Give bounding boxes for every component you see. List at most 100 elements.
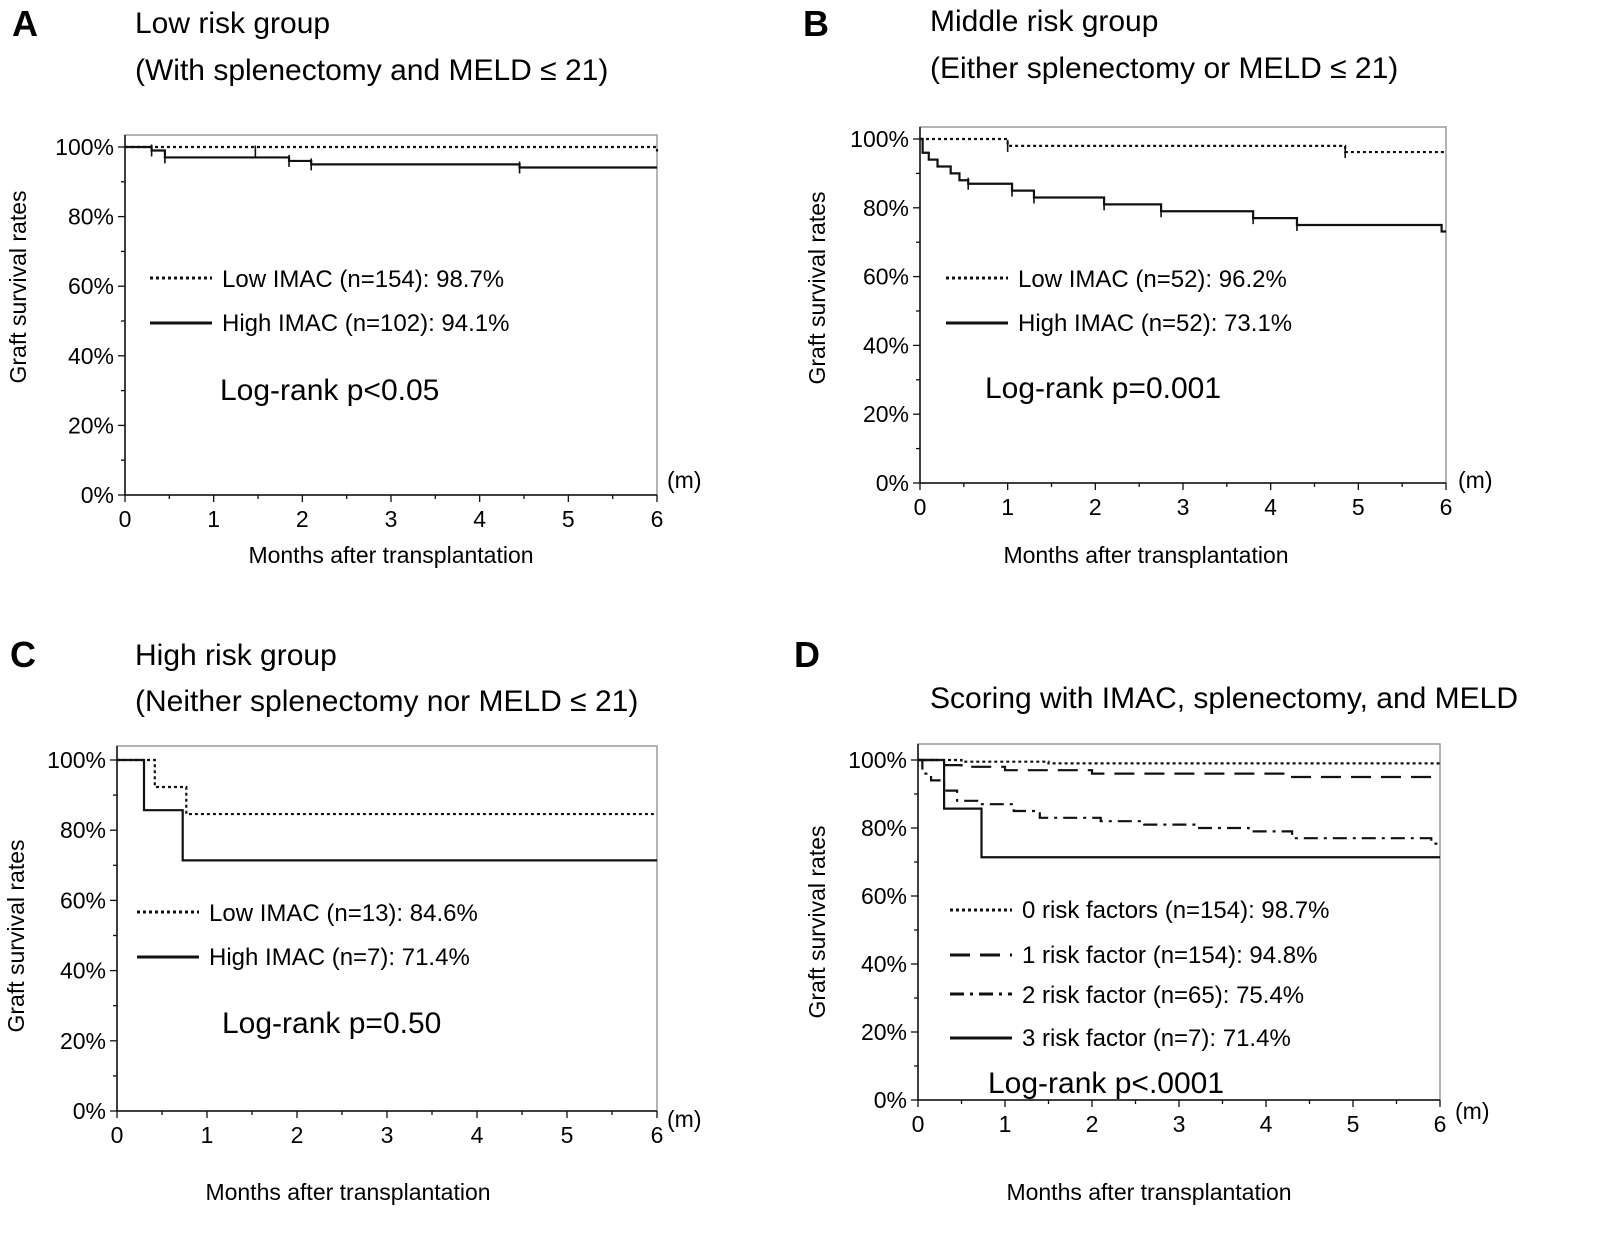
survival-curve-high-imac (117, 758, 657, 862)
y-tick-label: 60% (68, 273, 114, 299)
panel-label: B (803, 3, 829, 44)
survival-curve-low-imac (117, 758, 657, 816)
x-tick-label: 2 (296, 506, 309, 532)
y-axis-label: Graft survival rates (804, 192, 830, 385)
y-tick-label: 0% (73, 1098, 106, 1124)
x-axis-label: Months after transplantation (248, 542, 533, 568)
x-tick-label: 6 (651, 1122, 664, 1148)
x-tick-label: 4 (1264, 494, 1277, 520)
x-tick-label: 0 (111, 1122, 124, 1148)
chart-title: Scoring with IMAC, splenectomy, and MELD (930, 682, 1518, 715)
x-tick-label: 4 (1260, 1111, 1273, 1137)
legend: Low IMAC (n=13): 84.6% High IMAC (n=7): … (137, 900, 478, 971)
panel-d: D Scoring with IMAC, splenectomy, and ME… (794, 620, 1606, 1240)
panel-label: A (12, 3, 38, 44)
x-tick-label: 1 (1001, 494, 1014, 520)
x-tick-label: 6 (1440, 494, 1453, 520)
x-tick-label: 4 (471, 1122, 484, 1148)
x-tick-label: 2 (291, 1122, 304, 1148)
y-tick-label: 80% (861, 815, 907, 841)
y-tick-label: 100% (47, 747, 106, 773)
plot-area: 0% 20% 40% 60% 80% 100% 0 1 2 3 4 5 6 (848, 743, 1447, 1137)
y-tick-label: 100% (850, 126, 909, 152)
y-tick-label: 0% (81, 482, 114, 508)
panel-b-svg: B Middle risk group (Either splenectomy … (803, 3, 1492, 568)
legend: Low IMAC (n=154): 98.7% High IMAC (n=102… (150, 266, 509, 337)
y-tick-label: 80% (68, 204, 114, 230)
y-tick-label: 20% (68, 412, 114, 438)
plot-frame (116, 745, 658, 1112)
panel-a-svg: A Low risk group (With splenectomy and M… (5, 3, 701, 568)
x-tick-label: 4 (473, 506, 486, 532)
plot-area: 0% 20% 40% 60% 80% 100% 0 1 2 3 4 5 6 (850, 126, 1452, 520)
plot-area: 0% 20% 40% 60% 80% 100% 0 1 2 3 4 5 6 (47, 745, 664, 1148)
legend: 0 risk factors (n=154): 98.7% 1 risk fac… (950, 897, 1329, 1052)
survival-curve-low-imac (920, 137, 1446, 154)
y-tick-label: 20% (861, 1019, 907, 1045)
x-tick-label: 3 (385, 506, 398, 532)
chart-title: Low risk group (135, 7, 330, 40)
legend-label-high: High IMAC (n=7): 71.4% (209, 944, 470, 971)
y-tick-label: 40% (68, 343, 114, 369)
y-axis-label: Graft survival rates (5, 191, 31, 384)
x-tick-label: 5 (1347, 1111, 1360, 1137)
chart-subtitle: (Either splenectomy or MELD ≤ 21) (930, 52, 1398, 85)
x-tick-label: 5 (1352, 494, 1365, 520)
y-tick-label: 40% (861, 951, 907, 977)
legend-label-2: 2 risk factor (n=65): 75.4% (1022, 982, 1304, 1009)
legend-label-low: Low IMAC (n=13): 84.6% (209, 900, 478, 927)
log-rank-text: Log-rank p=0.50 (222, 1007, 441, 1040)
y-tick-label: 20% (863, 401, 909, 427)
x-unit-label: (m) (1455, 1098, 1489, 1124)
x-tick-label: 0 (119, 506, 132, 532)
x-tick-label: 3 (1173, 1111, 1186, 1137)
panel-c-svg: C High risk group (Neither splenectomy n… (3, 634, 701, 1205)
plot-area: 0% 20% 40% 60% 80% 100% 0 1 2 3 4 5 6 (55, 134, 663, 532)
panel-label: D (794, 634, 820, 675)
survival-curve-3-risk-factor (918, 758, 1440, 859)
survival-curve-0-risk-factors (918, 758, 1442, 765)
legend: Low IMAC (n=52): 96.2% High IMAC (n=52):… (946, 266, 1292, 337)
x-tick-label: 1 (999, 1111, 1012, 1137)
x-tick-label: 5 (562, 506, 575, 532)
x-tick-label: 1 (207, 506, 220, 532)
panel-b: B Middle risk group (Either splenectomy … (803, 0, 1606, 620)
y-tick-label: 60% (863, 264, 909, 290)
x-tick-label: 5 (561, 1122, 574, 1148)
chart-title: High risk group (135, 639, 337, 672)
legend-label-low: Low IMAC (n=52): 96.2% (1018, 266, 1287, 293)
legend-label-low: Low IMAC (n=154): 98.7% (222, 266, 504, 293)
survival-curve-low-imac (125, 145, 659, 152)
panel-d-svg: D Scoring with IMAC, splenectomy, and ME… (794, 634, 1518, 1205)
y-axis-label: Graft survival rates (804, 826, 830, 1019)
x-tick-label: 3 (1177, 494, 1190, 520)
y-tick-label: 0% (876, 470, 909, 496)
x-tick-label: 0 (914, 494, 927, 520)
legend-label-1: 1 risk factor (n=154): 94.8% (1022, 942, 1317, 969)
y-tick-label: 40% (60, 958, 106, 984)
chart-subtitle: (Neither splenectomy nor MELD ≤ 21) (135, 685, 638, 718)
x-tick-label: 6 (651, 506, 664, 532)
x-tick-label: 3 (381, 1122, 394, 1148)
chart-title: Middle risk group (930, 5, 1158, 38)
y-tick-label: 100% (55, 134, 114, 160)
x-unit-label: (m) (667, 1106, 701, 1132)
x-unit-label: (m) (667, 467, 701, 493)
x-tick-label: 0 (912, 1111, 925, 1137)
x-tick-label: 1 (201, 1122, 214, 1148)
x-tick-label: 6 (1434, 1111, 1447, 1137)
chart-subtitle: (With splenectomy and MELD ≤ 21) (135, 54, 608, 87)
legend-label-3: 3 risk factor (n=7): 71.4% (1022, 1025, 1291, 1052)
log-rank-text: Log-rank p=0.001 (985, 372, 1221, 405)
survival-curve-2-risk-factor (918, 758, 1440, 845)
x-axis-label: Months after transplantation (205, 1179, 490, 1205)
survival-curve-high-imac (125, 145, 657, 169)
x-unit-label: (m) (1458, 467, 1492, 493)
y-tick-label: 100% (848, 747, 907, 773)
legend-label-0: 0 risk factors (n=154): 98.7% (1022, 897, 1329, 924)
y-tick-label: 20% (60, 1028, 106, 1054)
y-tick-label: 60% (861, 883, 907, 909)
survival-curve-high-imac (920, 137, 1446, 233)
panel-label: C (10, 634, 36, 675)
legend-label-high: High IMAC (n=102): 94.1% (222, 310, 509, 337)
